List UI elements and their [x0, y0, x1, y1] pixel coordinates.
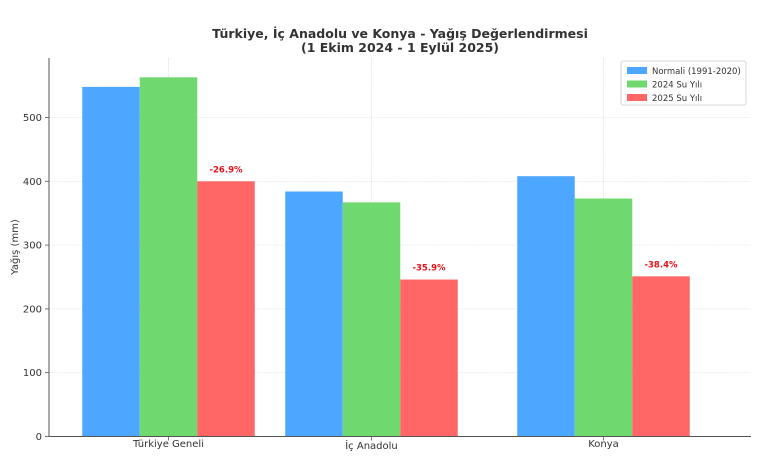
y-tick-label: 300	[23, 241, 42, 252]
legend-label: 2025 Su Yılı	[652, 94, 702, 104]
legend-label: 2024 Su Yılı	[652, 81, 702, 91]
legend-swatch	[627, 94, 647, 101]
bar-normal	[517, 176, 575, 437]
legend-label: Normali (1991-2020)	[652, 67, 741, 77]
x-axis-ticks: Türkiye Geneli İç Anadolu Konya	[132, 436, 619, 452]
y-axis-ticks: 0 100 200 300 400 500	[23, 113, 49, 443]
chart-title: Türkiye, İç Anadolu ve Konya - Yağış Değ…	[212, 26, 588, 41]
legend-box	[620, 60, 747, 106]
chart-subtitle: (1 Ekim 2024 - 1 Eylül 2025)	[301, 40, 499, 55]
y-tick-label: 500	[23, 113, 42, 124]
y-tick-label: 0	[36, 432, 42, 443]
y-tick-label: 400	[23, 177, 42, 188]
legend-swatch	[627, 80, 647, 88]
legend: Normali (1991-2020) 2024 Su Yılı 2025 Su Y…	[620, 60, 747, 106]
change-annotation: -38.4%	[644, 260, 677, 270]
bar-2025	[197, 181, 255, 437]
bar-2025	[632, 276, 690, 437]
y-tick-label: 200	[23, 304, 42, 315]
bar-2025	[400, 279, 458, 437]
x-tick-label: Türkiye Geneli	[132, 439, 204, 450]
bar-2024	[574, 198, 633, 437]
bar-normal	[285, 191, 343, 437]
y-tick-label: 100	[23, 368, 42, 379]
y-axis-label: Yağış (mm)	[9, 219, 21, 276]
x-tick-label: Konya	[588, 439, 619, 450]
bar-normal	[82, 86, 140, 437]
legend-swatch	[627, 67, 647, 74]
x-tick-label: İç Anadolu	[345, 439, 398, 452]
bar-2024	[342, 202, 401, 437]
change-annotation: -26.9%	[209, 165, 242, 175]
annotations: -26.9% -35.9% -38.4%	[209, 165, 677, 273]
bars	[82, 77, 690, 437]
change-annotation: -35.9%	[412, 264, 445, 274]
bar-2024	[139, 77, 198, 437]
